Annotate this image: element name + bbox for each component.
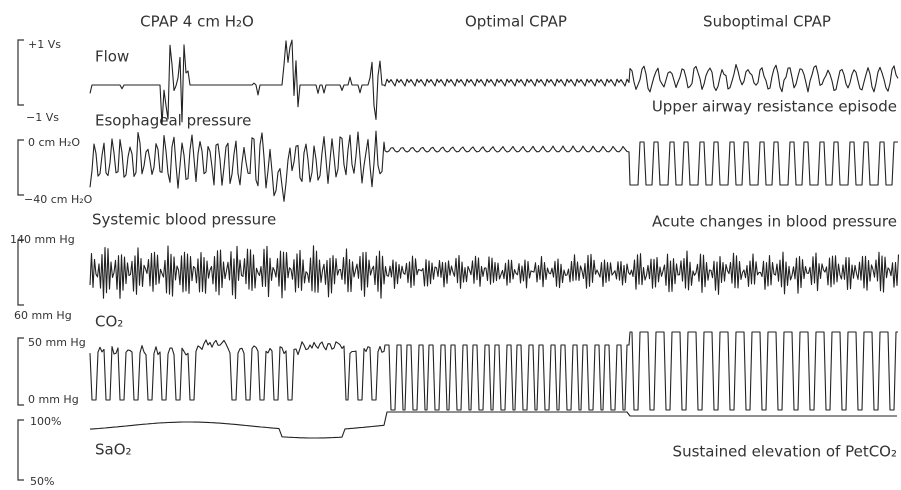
header: CPAP 4 cm H₂O	[140, 13, 254, 31]
channel-label: Flow	[95, 48, 129, 66]
trace	[89, 39, 899, 125]
scale-bottom: 50%	[30, 475, 54, 488]
annotation: Acute changes in blood pressure	[652, 213, 897, 231]
scale-bottom: −1 Vs	[26, 111, 59, 124]
trace	[89, 331, 898, 411]
scale-top: 50 mm Hg	[28, 336, 86, 349]
bracket	[17, 239, 24, 306]
annotation: Upper airway resistance episode	[652, 98, 897, 116]
trace	[89, 130, 898, 202]
scale-bottom: −40 cm H₂O	[24, 193, 93, 206]
brackets	[17, 39, 24, 481]
scale-bottom: 0 mm Hg	[28, 393, 79, 406]
scale-top: 100%	[30, 415, 61, 428]
header: Suboptimal CPAP	[703, 13, 831, 31]
scale-top: +1 Vs	[28, 38, 61, 51]
trace	[89, 411, 897, 439]
channel-label: Systemic blood pressure	[92, 211, 276, 229]
traces	[89, 39, 900, 439]
scale-top: 140 mm Hg	[10, 233, 75, 246]
annotation: Sustained elevation of PetCO₂	[673, 443, 897, 461]
labels: +1 Vs Flow −1 Vs Esophageal pressure 0 c…	[10, 38, 897, 488]
channel-label: CO₂	[95, 313, 123, 331]
channel-label: SaO₂	[95, 441, 132, 459]
bracket	[17, 337, 24, 406]
scale-top: 0 cm H₂O	[28, 136, 80, 149]
headers: CPAP 4 cm H₂O Optimal CPAP Suboptimal CP…	[140, 13, 831, 31]
bracket	[17, 419, 24, 481]
header: Optimal CPAP	[465, 13, 567, 31]
bracket	[17, 139, 24, 196]
channel-label: Esophageal pressure	[95, 112, 251, 130]
bracket	[17, 39, 24, 106]
scale-bottom: 60 mm Hg	[14, 309, 72, 322]
trace	[89, 245, 900, 300]
